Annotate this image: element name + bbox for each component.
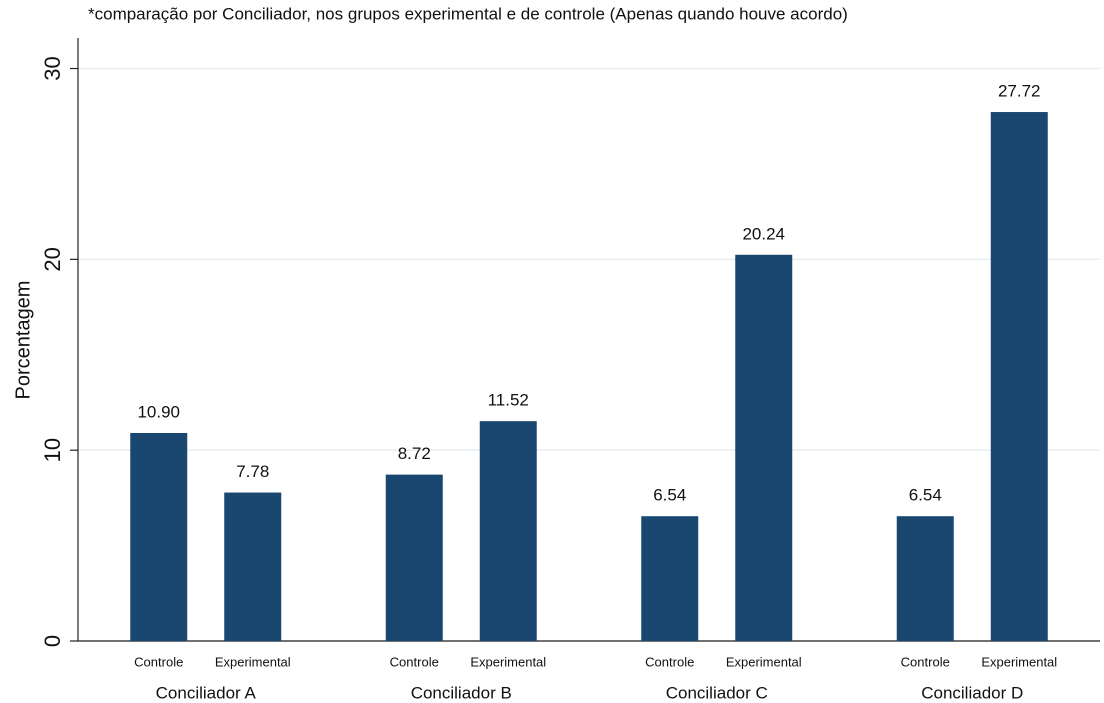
y-tick-label: 20 xyxy=(40,247,65,271)
x-group-label: Conciliador C xyxy=(666,683,768,702)
value-label: 6.54 xyxy=(653,486,686,505)
x-sub-label: Experimental xyxy=(981,654,1057,669)
y-tick-label: 0 xyxy=(40,635,65,647)
value-label: 8.72 xyxy=(398,444,431,463)
value-label: 20.24 xyxy=(742,224,785,243)
bar xyxy=(641,516,699,641)
x-sub-label: Controle xyxy=(390,654,439,669)
x-sub-label: Controle xyxy=(645,654,694,669)
y-tick-label: 30 xyxy=(40,56,65,80)
x-group-label: Conciliador B xyxy=(411,683,512,702)
x-sub-label: Experimental xyxy=(215,654,291,669)
y-axis-label: Porcentagem xyxy=(12,281,34,400)
chart-title: *comparação por Conciliador, nos grupos … xyxy=(88,4,848,23)
value-label: 6.54 xyxy=(909,486,942,505)
x-sub-label: Experimental xyxy=(726,654,802,669)
y-tick-label: 10 xyxy=(40,438,65,462)
bar xyxy=(735,254,793,641)
bar xyxy=(990,112,1048,641)
bar xyxy=(224,492,282,641)
x-sub-label: Controle xyxy=(901,654,950,669)
value-label: 7.78 xyxy=(236,462,269,481)
x-sub-label: Experimental xyxy=(470,654,546,669)
value-label: 27.72 xyxy=(998,82,1041,101)
x-group-label: Conciliador A xyxy=(156,683,257,702)
x-group-label: Conciliador D xyxy=(921,683,1023,702)
value-label: 10.90 xyxy=(137,402,180,421)
value-label: 11.52 xyxy=(488,391,529,410)
bar xyxy=(479,421,537,641)
bar xyxy=(385,474,443,641)
x-sub-label: Controle xyxy=(134,654,183,669)
bar xyxy=(130,433,188,641)
bar xyxy=(896,516,954,641)
